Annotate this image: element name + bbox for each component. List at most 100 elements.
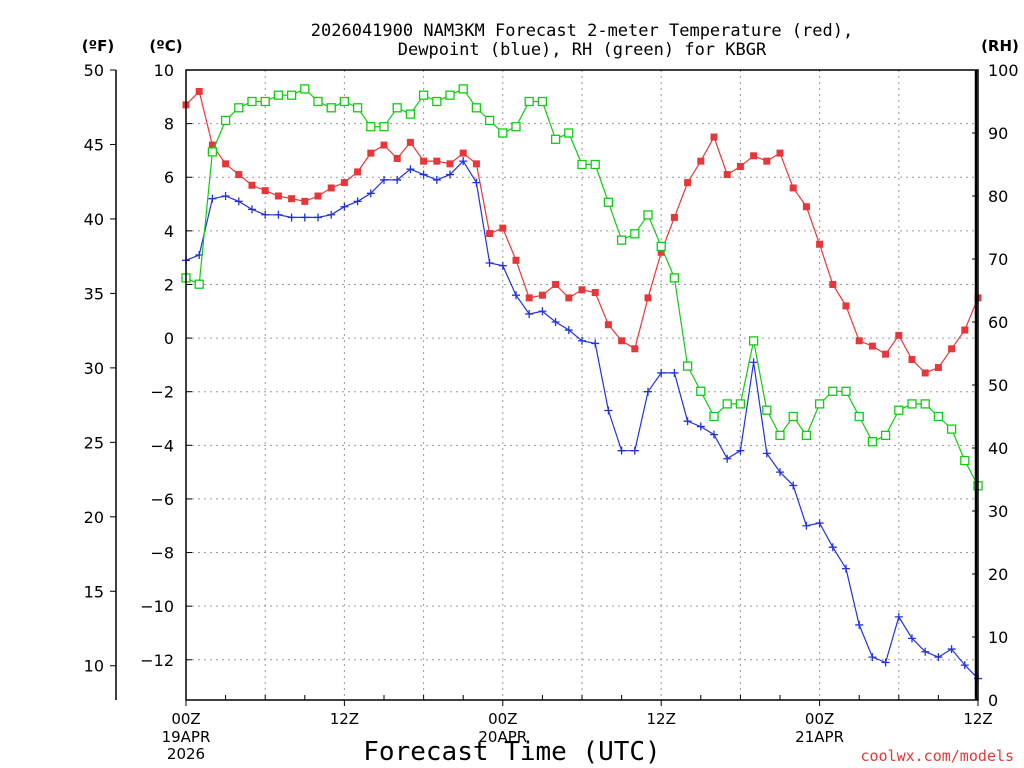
rh-point xyxy=(405,109,416,119)
temperature-point xyxy=(314,192,322,200)
dewpoint-point xyxy=(314,213,322,222)
rh-point xyxy=(524,96,534,107)
temperature-point xyxy=(406,138,414,146)
rh-point xyxy=(247,96,257,107)
temperature-point xyxy=(697,157,705,165)
dewpoint-point xyxy=(696,422,705,431)
celsius-tick-label: 4 xyxy=(164,222,174,241)
rh-point xyxy=(603,197,614,207)
dewpoint-point xyxy=(261,210,270,219)
temperature-point xyxy=(855,337,863,345)
celsius-tick-label: 10 xyxy=(154,61,174,80)
rh-point xyxy=(801,430,812,441)
temperature-point xyxy=(829,280,837,288)
rh-point xyxy=(907,399,917,409)
rh-point xyxy=(313,96,323,107)
rh-tick-label: 20 xyxy=(988,565,1008,584)
rh-point xyxy=(432,96,442,107)
temperature-point xyxy=(723,171,731,179)
dewpoint-point xyxy=(802,521,811,530)
rh-point xyxy=(748,336,759,346)
dewpoint-point xyxy=(881,658,890,667)
dewpoint-point xyxy=(366,189,375,198)
temperature-point xyxy=(499,224,507,232)
temperature-point xyxy=(380,141,388,149)
series-dewpoint xyxy=(182,157,982,683)
dewpoint-point xyxy=(947,645,956,654)
temperature-point xyxy=(288,195,296,203)
rh-point xyxy=(366,122,376,132)
rh-tick-label: 60 xyxy=(988,313,1008,332)
temperature-point xyxy=(578,286,586,294)
x-tick-time-label: 00Z xyxy=(805,710,834,728)
dewpoint-point xyxy=(551,318,560,326)
rh-point xyxy=(669,273,680,283)
rh-tick-label: 30 xyxy=(988,502,1008,521)
temperature-point xyxy=(908,356,916,364)
rh-tick-label: 40 xyxy=(988,439,1008,458)
rh-point xyxy=(511,122,521,132)
dewpoint-point xyxy=(234,197,243,206)
temperature-point xyxy=(961,326,969,334)
temperature-point xyxy=(644,294,652,302)
rh-point xyxy=(300,84,310,94)
x-tick-date-label: 20APR xyxy=(478,728,527,746)
temperature-point xyxy=(420,157,428,165)
rh-point xyxy=(590,159,600,170)
temperature-point xyxy=(736,163,744,171)
celsius-tick-label: −8 xyxy=(150,544,174,563)
dewpoint-point xyxy=(908,634,916,643)
celsius-tick-label: 8 xyxy=(164,115,174,134)
temperature-point xyxy=(552,280,560,288)
dewpoint-point xyxy=(406,165,415,174)
rh-point xyxy=(484,115,495,126)
x-tick-time-label: 12Z xyxy=(330,710,359,728)
fahrenheit-tick-label: 10 xyxy=(84,657,104,676)
rh-point xyxy=(286,90,297,100)
temperature-point xyxy=(261,187,269,195)
rh-point xyxy=(194,279,204,289)
rh-unit-label: (RH) xyxy=(981,37,1019,55)
rh-tick-label: 90 xyxy=(988,124,1008,143)
temperature-point xyxy=(472,160,480,168)
rh-point xyxy=(418,90,429,100)
rh-point xyxy=(643,210,653,220)
rh-point xyxy=(273,90,284,100)
labels: 2026041900 NAM3KM Forecast 2-meter Tempe… xyxy=(82,21,1019,767)
rh-point xyxy=(207,147,218,157)
temperature-point xyxy=(274,192,282,200)
dewpoint-point xyxy=(248,205,256,214)
rh-point xyxy=(498,128,508,138)
rh-point xyxy=(828,386,838,396)
temperature-point xyxy=(618,337,626,345)
dewpoint-point xyxy=(564,326,573,335)
rh-tick-label: 70 xyxy=(988,250,1008,269)
rh-point xyxy=(234,103,244,113)
rh-point xyxy=(445,90,455,100)
dewpoint-point xyxy=(327,210,336,219)
dewpoint-point xyxy=(591,339,600,348)
temperature-point xyxy=(948,345,956,353)
temperature-point xyxy=(446,160,454,168)
temperature-point xyxy=(301,197,309,205)
dewpoint-point xyxy=(287,213,296,222)
fahrenheit-tick-label: 25 xyxy=(84,433,104,452)
dewpoint-point xyxy=(934,653,943,662)
rh-point xyxy=(260,96,270,107)
rh-tick-label: 50 xyxy=(988,376,1008,395)
fahrenheit-tick-label: 50 xyxy=(84,61,104,80)
rh-point xyxy=(775,430,785,441)
temperature-point xyxy=(763,157,771,165)
x-tick-time-label: 12Z xyxy=(963,710,992,728)
dewpoint-point xyxy=(828,543,837,552)
rh-point xyxy=(894,405,904,415)
temperature-point xyxy=(222,160,230,168)
series-temperature xyxy=(182,87,982,377)
temperature-point xyxy=(657,248,665,256)
temperature-point xyxy=(842,302,850,310)
temperature-point xyxy=(486,230,494,238)
temperature-point xyxy=(934,364,942,372)
fahrenheit-tick-label: 40 xyxy=(84,210,104,229)
celsius-tick-label: −10 xyxy=(140,597,174,616)
